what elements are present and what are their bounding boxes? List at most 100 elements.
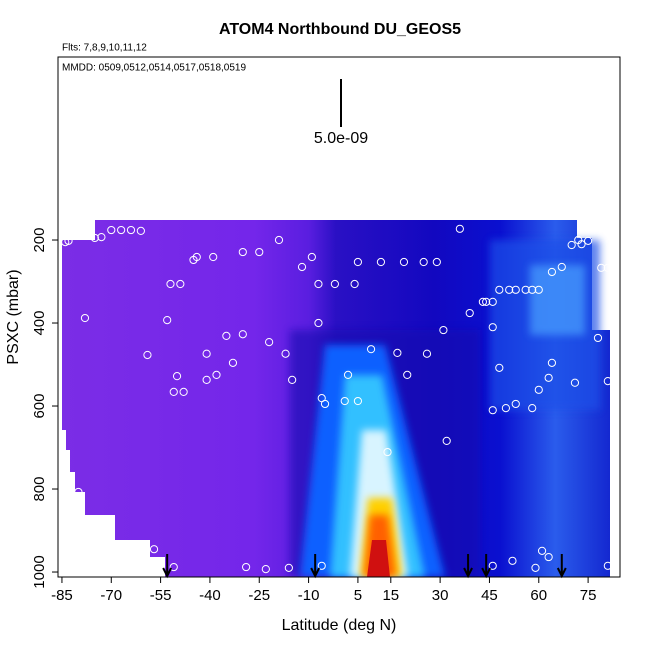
- plot-frame: [57, 56, 621, 578]
- x-tick-label: 60: [530, 587, 547, 604]
- observation-point: [163, 316, 172, 325]
- y-tick-label: 400: [31, 311, 48, 336]
- observation-point: [419, 257, 428, 267]
- observation-point: [482, 297, 491, 306]
- observation-point: [597, 263, 606, 272]
- observation-point: [212, 370, 221, 379]
- observation-point: [442, 436, 451, 445]
- observation-point: [265, 338, 274, 347]
- observation-point: [531, 563, 540, 572]
- x-tick-label: -10: [298, 587, 320, 604]
- observation-point: [584, 236, 593, 245]
- flight-arrow: [463, 554, 473, 579]
- observation-point: [534, 285, 543, 294]
- observation-point: [478, 297, 487, 306]
- scale-label: 5.0e-09: [314, 130, 368, 147]
- x-tick-label: -55: [150, 587, 172, 604]
- observation-point: [557, 262, 566, 272]
- observation-point: [117, 225, 126, 235]
- x-tick-label: 15: [382, 587, 399, 604]
- observation-point: [593, 333, 603, 343]
- observation-point: [202, 349, 211, 358]
- observation-point: [505, 285, 514, 294]
- flight-arrow: [162, 554, 173, 579]
- observation-point: [508, 556, 517, 565]
- observation-point: [242, 562, 251, 572]
- observation-point: [528, 285, 537, 294]
- observation-point: [399, 257, 409, 267]
- x-tick-label: -40: [199, 587, 221, 604]
- observation-point: [202, 375, 211, 384]
- y-tick-label: 600: [31, 394, 48, 419]
- x-tick-label: 30: [432, 587, 449, 604]
- observation-point: [169, 387, 178, 397]
- observation-point: [577, 240, 586, 249]
- observation-point: [284, 563, 293, 572]
- observation-point: [238, 247, 247, 257]
- dates-note: MMDD: 0509,0512,0514,0517,0518,0519: [62, 63, 246, 74]
- observation-point: [534, 385, 543, 394]
- y-tick-label: 1000: [31, 555, 48, 588]
- y-axis-label: PSXC (mbar): [5, 269, 22, 364]
- x-axis-label: Latitude (deg N): [282, 617, 397, 634]
- observation-point: [488, 297, 497, 306]
- observation-point: [521, 285, 530, 294]
- observation-point: [343, 370, 353, 379]
- observation-point: [422, 349, 432, 358]
- observation-point: [547, 267, 557, 277]
- observation-point: [603, 263, 612, 272]
- observation-point: [544, 373, 553, 382]
- observation-point: [107, 225, 116, 235]
- flights-note: Flts: 7,8,9,10,11,12: [62, 43, 147, 54]
- observation-point: [297, 262, 307, 272]
- x-tick-label: 45: [481, 587, 498, 604]
- observation-point: [603, 561, 612, 570]
- observation-point: [281, 349, 290, 358]
- observation-point: [488, 561, 497, 570]
- observation-point: [209, 252, 218, 262]
- x-tick-label: -25: [248, 587, 270, 604]
- observation-point: [353, 257, 363, 267]
- observation-point: [143, 350, 152, 360]
- observation-point: [136, 226, 145, 235]
- observation-point: [501, 403, 510, 413]
- x-tick-label: -70: [100, 587, 122, 604]
- flight-arrow: [310, 554, 321, 579]
- observation-point: [366, 345, 376, 354]
- observation-point: [97, 233, 106, 242]
- observation-point: [393, 348, 402, 357]
- x-tick-label: 5: [354, 587, 362, 604]
- observation-point: [465, 308, 474, 318]
- observation-point: [603, 377, 612, 386]
- observation-point: [488, 406, 497, 415]
- observation-point: [330, 279, 339, 289]
- observation-point: [74, 487, 83, 497]
- chart-title: ATOM4 Northbound DU_GEOS5: [219, 21, 461, 38]
- observation-point: [439, 325, 448, 335]
- flight-arrow: [556, 554, 567, 579]
- observation-point: [189, 255, 198, 265]
- observation-point: [544, 552, 553, 562]
- observation-point: [455, 224, 464, 233]
- observation-point: [274, 235, 284, 245]
- observation-point: [90, 233, 99, 243]
- observation-point: [383, 447, 392, 457]
- observation-point: [317, 561, 326, 570]
- observation-point: [511, 285, 520, 294]
- observation-point: [179, 387, 188, 397]
- observation-point: [547, 358, 557, 367]
- observation-point: [488, 323, 497, 332]
- observation-point: [432, 257, 441, 267]
- observation-point: [166, 279, 175, 289]
- observation-point: [307, 252, 316, 262]
- observation-point: [350, 279, 359, 289]
- observation-point: [288, 375, 297, 384]
- observation-point: [64, 236, 73, 245]
- observation-point: [228, 358, 238, 367]
- y-tick-label: 200: [31, 228, 48, 253]
- observation-point: [80, 313, 90, 323]
- x-tick-label: -85: [51, 587, 73, 604]
- observation-point: [403, 370, 412, 379]
- observation-point: [222, 331, 231, 340]
